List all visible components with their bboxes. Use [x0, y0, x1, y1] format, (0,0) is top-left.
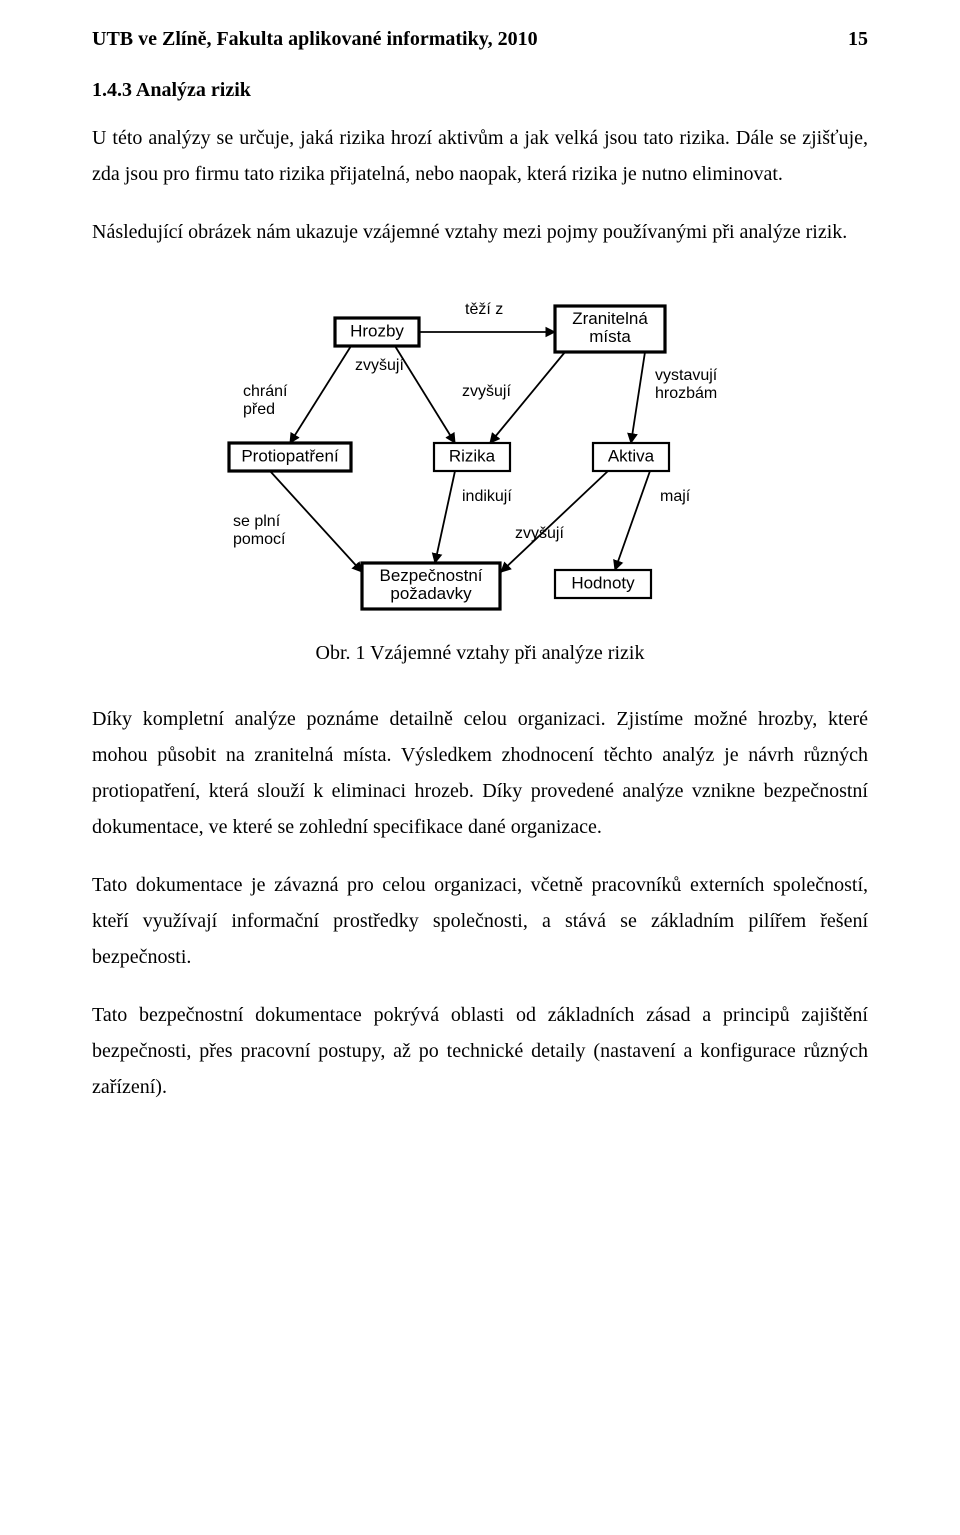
diagram-edge-label: zvyšují: [462, 383, 511, 400]
diagram-edge: [395, 346, 455, 443]
paragraph-3: Díky kompletní analýze poznáme detailně …: [92, 701, 868, 845]
paragraph-2: Následující obrázek nám ukazuje vzájemné…: [92, 214, 868, 250]
diagram-edge: [270, 471, 362, 572]
page: UTB ve Zlíně, Fakulta aplikované informa…: [0, 0, 960, 1535]
diagram-edge-label: se plnípomocí: [233, 513, 286, 548]
diagram-edge-label: zvyšují: [355, 357, 404, 374]
diagram-node-label: Bezpečnostnípožadavky: [379, 566, 482, 603]
header-page-number: 15: [848, 28, 868, 51]
diagram-edge-label: indikují: [462, 488, 512, 505]
diagram-node-label: Rizika: [449, 446, 496, 465]
diagram-edge-label: těží z: [465, 301, 503, 318]
paragraph-4: Tato dokumentace je závazná pro celou or…: [92, 867, 868, 975]
diagram-edge: [435, 471, 455, 563]
diagram-edge-label: vystavujíhrozbám: [655, 367, 718, 402]
diagram-node-label: Hodnoty: [571, 573, 635, 592]
diagram-node-label: Aktiva: [608, 446, 655, 465]
page-header: UTB ve Zlíně, Fakulta aplikované informa…: [92, 28, 868, 51]
diagram-edge-label: mají: [660, 488, 691, 505]
section-heading: 1.4.3 Analýza rizik: [92, 79, 868, 102]
paragraph-5: Tato bezpečnostní dokumentace pokrývá ob…: [92, 997, 868, 1105]
diagram-edge: [290, 346, 351, 443]
risk-analysis-diagram: těží z chránípřed zvyšují zvyšují vystavujíh…: [92, 288, 868, 628]
diagram-edge: [501, 471, 608, 572]
diagram-edge: [615, 471, 650, 570]
figure-caption: Obr. 1 Vzájemné vztahy při analýze rizik: [92, 642, 868, 665]
diagram-node-label: Protiopatření: [241, 446, 339, 465]
diagram-node-label: Hrozby: [350, 321, 404, 340]
diagram-svg: těží z chránípřed zvyšují zvyšují vystavujíh…: [215, 288, 745, 628]
paragraph-1: U této analýzy se určuje, jaká rizika hr…: [92, 120, 868, 192]
diagram-edge-label: zvyšují: [515, 525, 564, 542]
diagram-edge-label: chránípřed: [243, 383, 288, 418]
header-left: UTB ve Zlíně, Fakulta aplikované informa…: [92, 28, 538, 51]
diagram-edge: [631, 352, 645, 443]
